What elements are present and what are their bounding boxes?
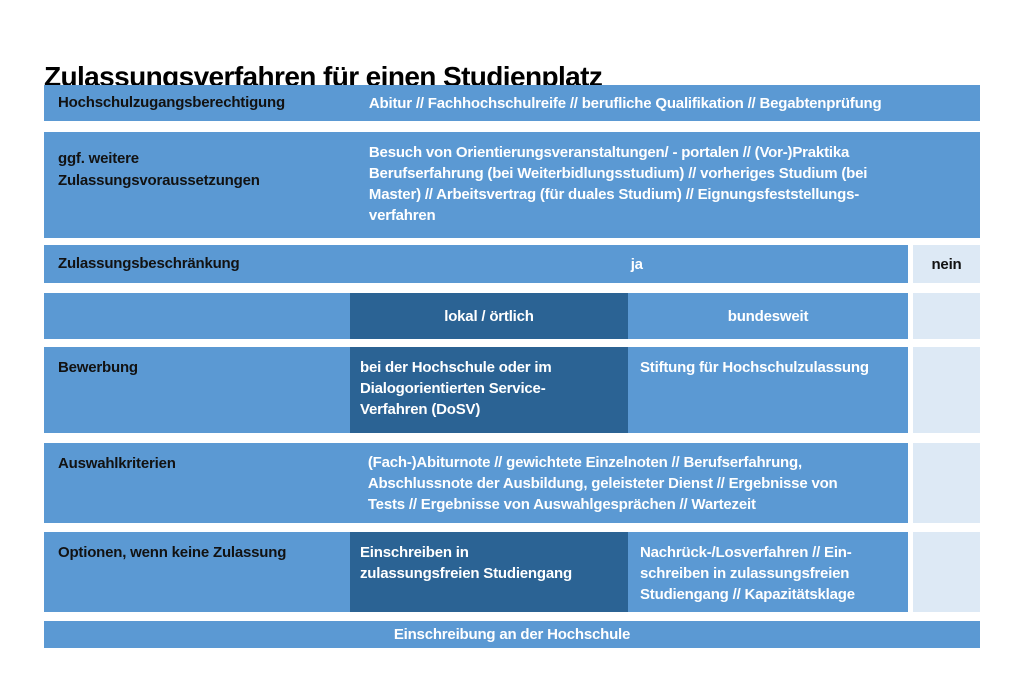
row-label: Auswahlkriterien: [58, 455, 176, 472]
row-label: Bewerbung: [44, 347, 350, 433]
row-label: Optionen, wenn keine Zulassung: [44, 532, 350, 612]
empty-light-cell: [913, 347, 980, 433]
row-content: Abitur // Fachhochschulreife // beruflic…: [368, 94, 882, 112]
value-nein: nein: [913, 245, 980, 283]
cell-bewerbung-lokal: bei der Hochschule oder im Dialogorienti…: [350, 347, 628, 433]
row-content: Besuch von Orientierungsveranstaltungen/…: [368, 144, 868, 224]
row-zulassungsbeschraenkung: Zulassungsbeschränkung ja nein: [44, 245, 980, 283]
row-label: Zulassungsbeschränkung: [58, 255, 240, 272]
empty-light-cell: [913, 443, 980, 523]
row-auswahlkriterien: Auswahlkriterien (Fach-)Abiturnote // ge…: [44, 443, 980, 523]
row-hochschulzugangsberechtigung: Hochschulzugangsberechtigung Abitur // F…: [44, 85, 980, 121]
row-content: Einschreibung an der Hochschule: [44, 621, 980, 648]
row-label: Hochschulzugangsberechtigung: [58, 94, 285, 111]
row-content: (Fach-)Abiturnote // gewichtete Einzelno…: [367, 454, 838, 513]
cell-bewerbung-bundesweit: Stiftung für Hochschulzulassung: [628, 347, 908, 433]
header-bundesweit: bundesweit: [628, 293, 908, 339]
row-bewerbung: Bewerbung bei der Hochschule oder im Dia…: [44, 347, 980, 433]
cell-optionen-bundesweit: Nachrück-/Losverfahren // Ein- schreiben…: [628, 532, 908, 612]
row-optionen: Optionen, wenn keine Zulassung Einschrei…: [44, 532, 980, 612]
row-label: ggf. weitere Zulassungsvoraussetzungen: [58, 150, 260, 189]
value-ja: ja: [630, 255, 643, 273]
row-zulassungsvoraussetzungen: ggf. weitere Zulassungsvoraussetzungen B…: [44, 132, 980, 238]
cell-optionen-lokal: Einschreiben in zulassungsfreien Studien…: [350, 532, 628, 612]
empty-light-cell: [913, 532, 980, 612]
empty-cell: [44, 293, 350, 339]
row-scope-header: lokal / örtlich bundesweit: [44, 293, 980, 339]
header-lokal: lokal / örtlich: [350, 293, 628, 339]
row-einschreibung: Einschreibung an der Hochschule: [44, 621, 980, 648]
empty-light-cell: [913, 293, 980, 339]
